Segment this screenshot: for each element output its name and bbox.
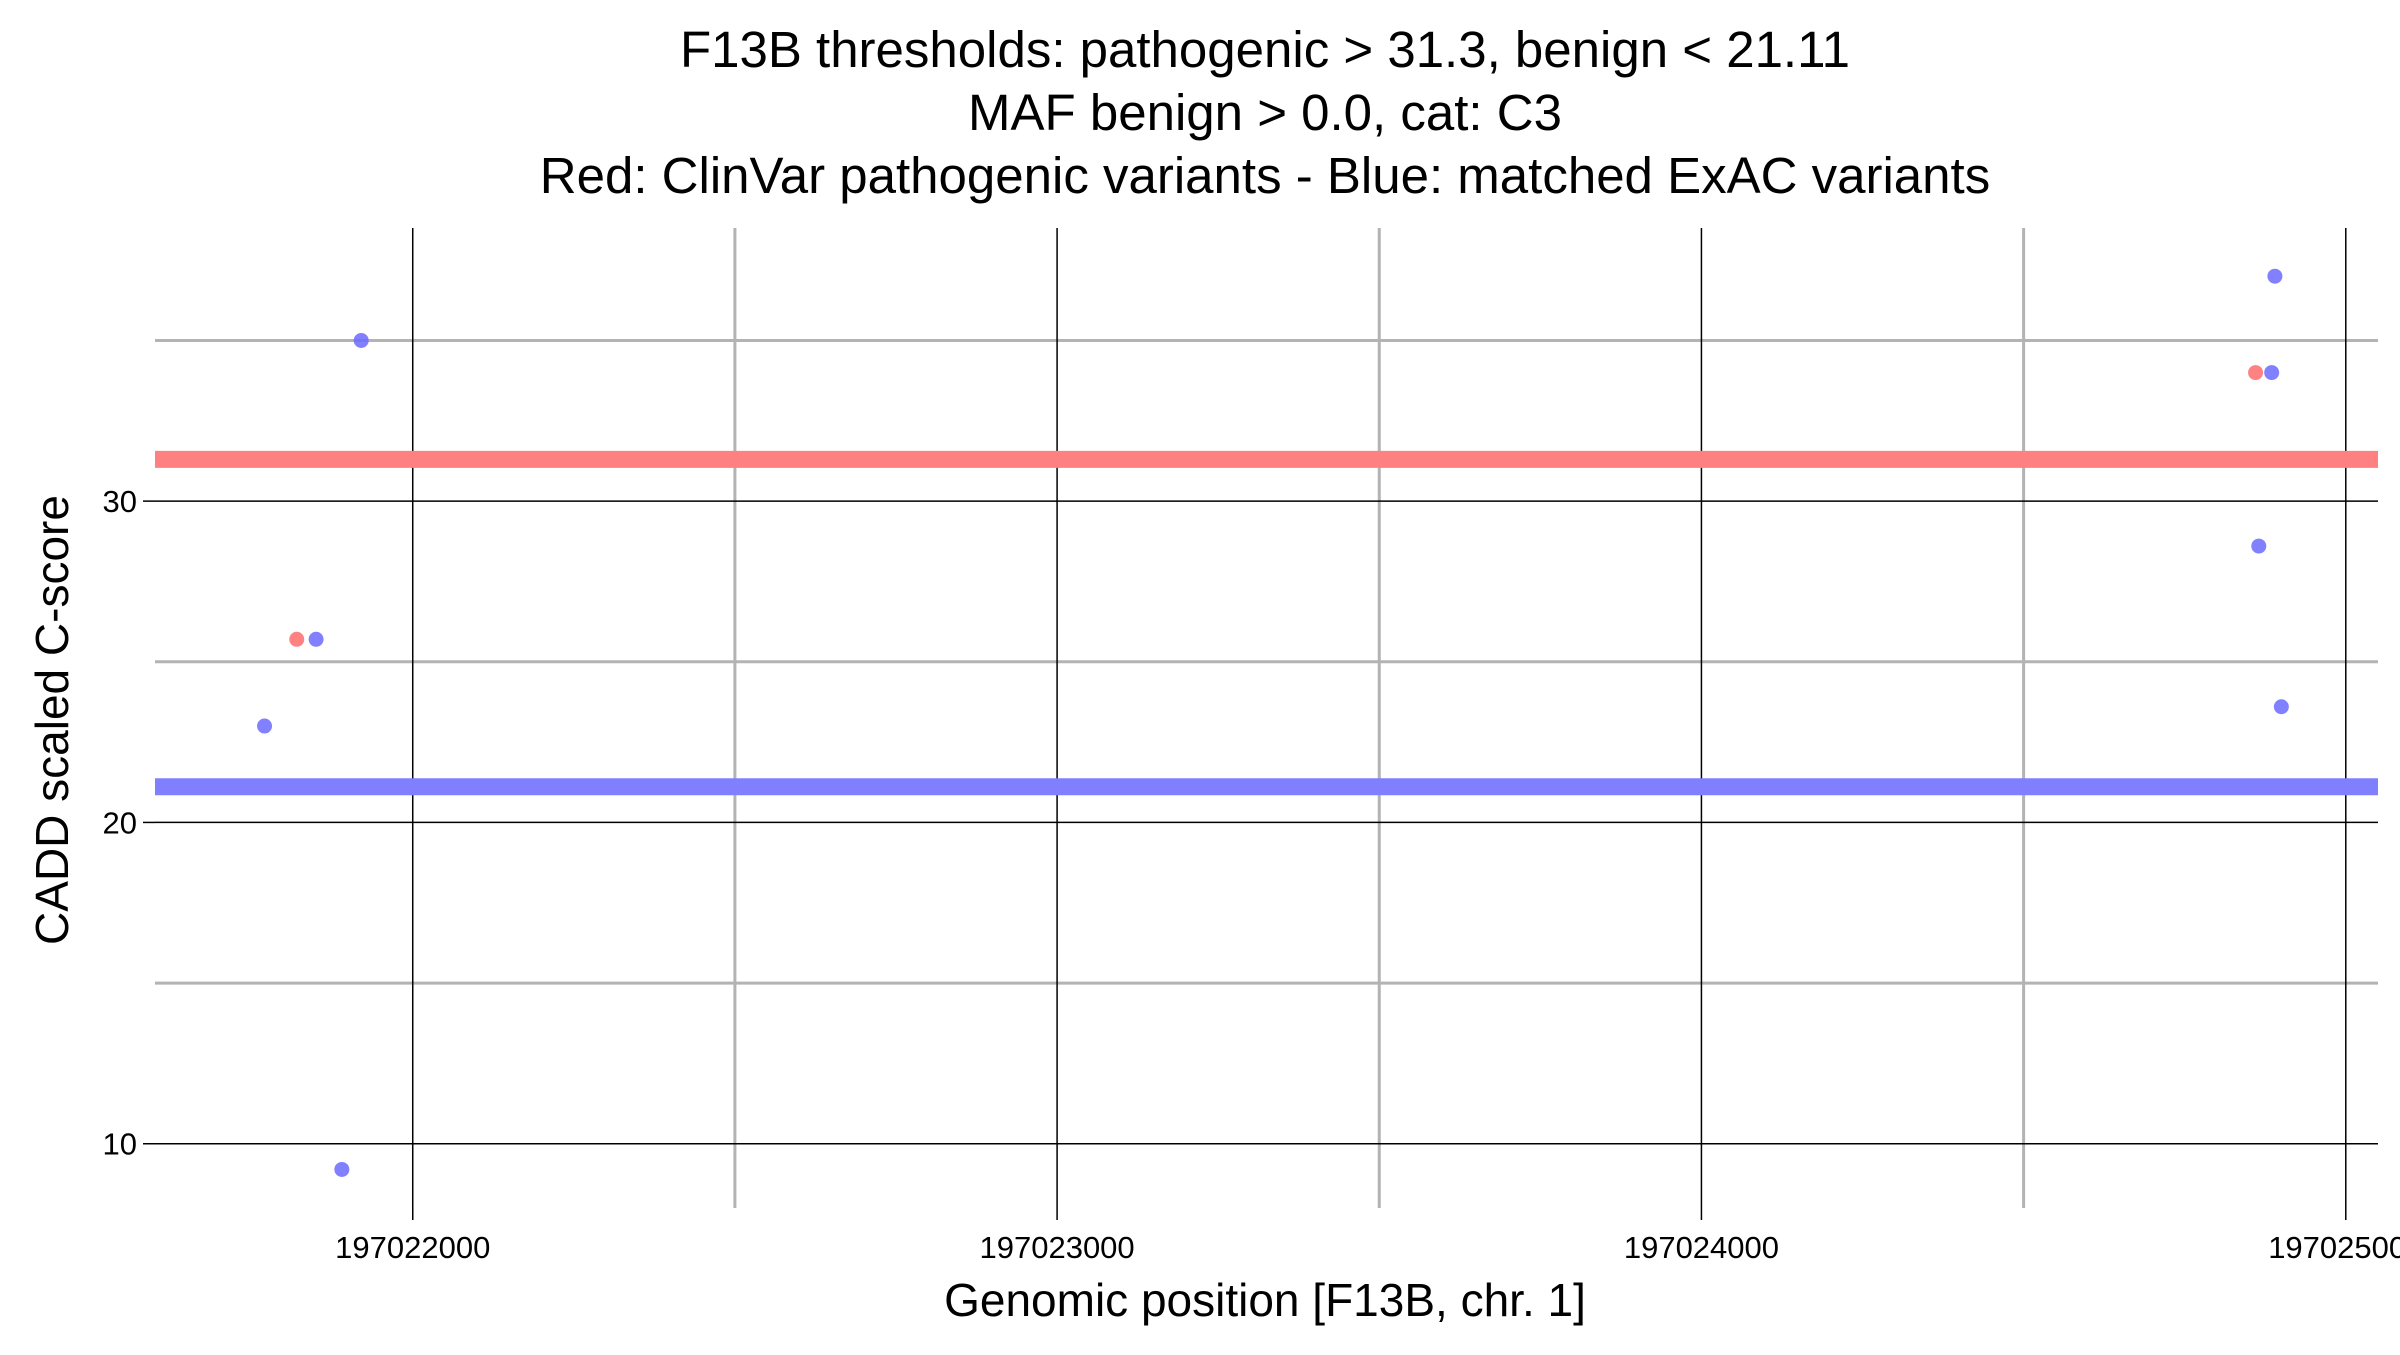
- data-point-series-1: [289, 631, 305, 647]
- data-point-series-2: [257, 718, 273, 734]
- threshold-lines: [155, 450, 2378, 796]
- data-point-series-2: [2264, 365, 2280, 381]
- data-point-series-2: [308, 631, 324, 647]
- y-axis-ticks: 10 20 30: [103, 484, 155, 1162]
- x-tick-label: 197025000: [2268, 1230, 2400, 1265]
- y-tick-label: 30: [103, 484, 137, 519]
- data-point-series-2: [2273, 699, 2289, 715]
- y-tick-label: 20: [103, 805, 137, 840]
- data-point-series-1: [2248, 365, 2264, 381]
- x-tick-label: 197024000: [1624, 1230, 1779, 1265]
- x-axis-title: Genomic position [F13B, chr. 1]: [944, 1274, 1586, 1326]
- minor-gridlines: [155, 228, 2378, 1208]
- data-points: [257, 268, 2289, 1177]
- title-line-2: MAF benign > 0.0, cat: C3: [968, 84, 1562, 141]
- data-point-series-2: [334, 1161, 350, 1177]
- data-point-series-2: [353, 332, 369, 348]
- data-point-series-2: [2251, 538, 2267, 554]
- x-tick-label: 197023000: [980, 1230, 1135, 1265]
- x-tick-label: 197022000: [335, 1230, 490, 1265]
- y-tick-label: 10: [103, 1127, 137, 1162]
- title-line-3: Red: ClinVar pathogenic variants - Blue:…: [540, 147, 1990, 204]
- data-point-series-2: [2267, 268, 2283, 284]
- major-gridlines: [155, 228, 2378, 1208]
- y-axis-title: CADD scaled C-score: [26, 495, 78, 945]
- x-axis-ticks: 197022000 197023000 197024000 197025000: [335, 1208, 2400, 1265]
- chart-title: F13B thresholds: pathogenic > 31.3, beni…: [540, 21, 1990, 204]
- title-line-1: F13B thresholds: pathogenic > 31.3, beni…: [680, 21, 1850, 78]
